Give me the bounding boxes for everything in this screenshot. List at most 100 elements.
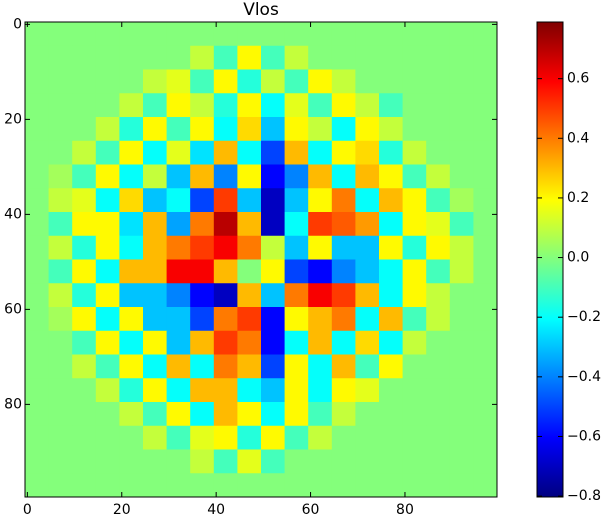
heatmap-cell	[237, 402, 262, 427]
heatmap-cell	[355, 22, 380, 47]
heatmap-cell	[213, 235, 238, 260]
heatmap-cell	[284, 93, 309, 118]
heatmap-cell	[355, 354, 380, 379]
heatmap-cell	[72, 259, 97, 284]
heatmap-cell	[143, 164, 168, 189]
heatmap-cell	[48, 402, 73, 427]
heatmap-cell	[426, 307, 451, 332]
heatmap-cell	[48, 45, 73, 70]
heatmap-cell	[402, 45, 427, 70]
heatmap-cell	[48, 354, 73, 379]
heatmap-cell	[119, 307, 144, 332]
heatmap-cell	[402, 425, 427, 450]
heatmap-cell	[237, 164, 262, 189]
heatmap-cell	[190, 449, 215, 474]
heatmap-cell	[166, 425, 191, 450]
heatmap-cell	[331, 449, 356, 474]
heatmap-cell	[449, 69, 474, 94]
heatmap-cell	[379, 188, 404, 213]
heatmap-cell	[473, 473, 498, 498]
heatmap-cell	[48, 188, 73, 213]
heatmap-cell	[213, 307, 238, 332]
heatmap-cell	[213, 473, 238, 498]
heatmap-cell	[284, 473, 309, 498]
heatmap-cell	[237, 330, 262, 355]
heatmap-cell	[331, 117, 356, 142]
heatmap-cell	[261, 307, 286, 332]
heatmap-cell	[426, 354, 451, 379]
heatmap-cell	[25, 402, 50, 427]
heatmap-cell	[166, 69, 191, 94]
heatmap-cell	[48, 330, 73, 355]
y-tick-label: 40	[4, 206, 22, 222]
heatmap-cell	[166, 164, 191, 189]
heatmap-cell	[402, 283, 427, 308]
heatmap-cell	[237, 22, 262, 47]
x-tick-label: 80	[396, 502, 414, 518]
heatmap-cell	[284, 354, 309, 379]
heatmap-cell	[190, 473, 215, 498]
colorbar-tick-label: −0.4	[567, 369, 601, 385]
heatmap-cell	[284, 140, 309, 165]
heatmap-cell	[25, 425, 50, 450]
colorbar-tick-label: 0.6	[567, 71, 589, 87]
heatmap-cell	[284, 117, 309, 142]
heatmap-cell	[190, 45, 215, 70]
heatmap-cell	[213, 330, 238, 355]
heatmap-cell	[355, 283, 380, 308]
colorbar	[536, 21, 564, 498]
heatmap-cell	[48, 378, 73, 403]
heatmap-cell	[213, 45, 238, 70]
heatmap-cell	[95, 283, 120, 308]
heatmap-cell	[426, 402, 451, 427]
heatmap-cell	[402, 93, 427, 118]
heatmap-cell	[166, 212, 191, 237]
heatmap-cell	[25, 259, 50, 284]
heatmap-cell	[95, 378, 120, 403]
heatmap-cell	[261, 259, 286, 284]
heatmap-cell	[308, 235, 333, 260]
heatmap-cell	[261, 283, 286, 308]
heatmap-cell	[331, 164, 356, 189]
heatmap-cell	[261, 140, 286, 165]
heatmap-cell	[119, 22, 144, 47]
heatmap-cell	[379, 378, 404, 403]
heatmap-cell	[48, 93, 73, 118]
heatmap-cell	[95, 473, 120, 498]
heatmap-cell	[95, 402, 120, 427]
heatmap-cell	[379, 22, 404, 47]
heatmap-cell	[72, 45, 97, 70]
heatmap-cell	[402, 259, 427, 284]
heatmap-cell	[355, 425, 380, 450]
heatmap-cell	[72, 330, 97, 355]
heatmap-cell	[379, 117, 404, 142]
heatmap-cell	[284, 164, 309, 189]
heatmap-cell	[143, 22, 168, 47]
heatmap-cell	[426, 164, 451, 189]
heatmap-cell	[379, 140, 404, 165]
heatmap-cell	[308, 259, 333, 284]
heatmap-cell	[48, 22, 73, 47]
heatmap-cell	[284, 283, 309, 308]
heatmap-cell	[449, 188, 474, 213]
heatmap-cell	[119, 449, 144, 474]
heatmap-cell	[237, 212, 262, 237]
heatmap-cell	[284, 45, 309, 70]
heatmap-cell	[72, 117, 97, 142]
colorbar-tick-label: −0.2	[567, 309, 601, 325]
heatmap-cell	[190, 69, 215, 94]
heatmap-cell	[119, 69, 144, 94]
heatmap-cell	[119, 45, 144, 70]
heatmap-cell	[426, 45, 451, 70]
heatmap-cell	[213, 22, 238, 47]
heatmap-cell	[379, 164, 404, 189]
heatmap-cell	[308, 449, 333, 474]
heatmap-cell	[237, 307, 262, 332]
heatmap-cell	[308, 140, 333, 165]
heatmap-cell	[473, 117, 498, 142]
heatmap-cell	[355, 402, 380, 427]
heatmap-cell	[143, 307, 168, 332]
heatmap-cell	[190, 164, 215, 189]
heatmap-cell	[72, 378, 97, 403]
